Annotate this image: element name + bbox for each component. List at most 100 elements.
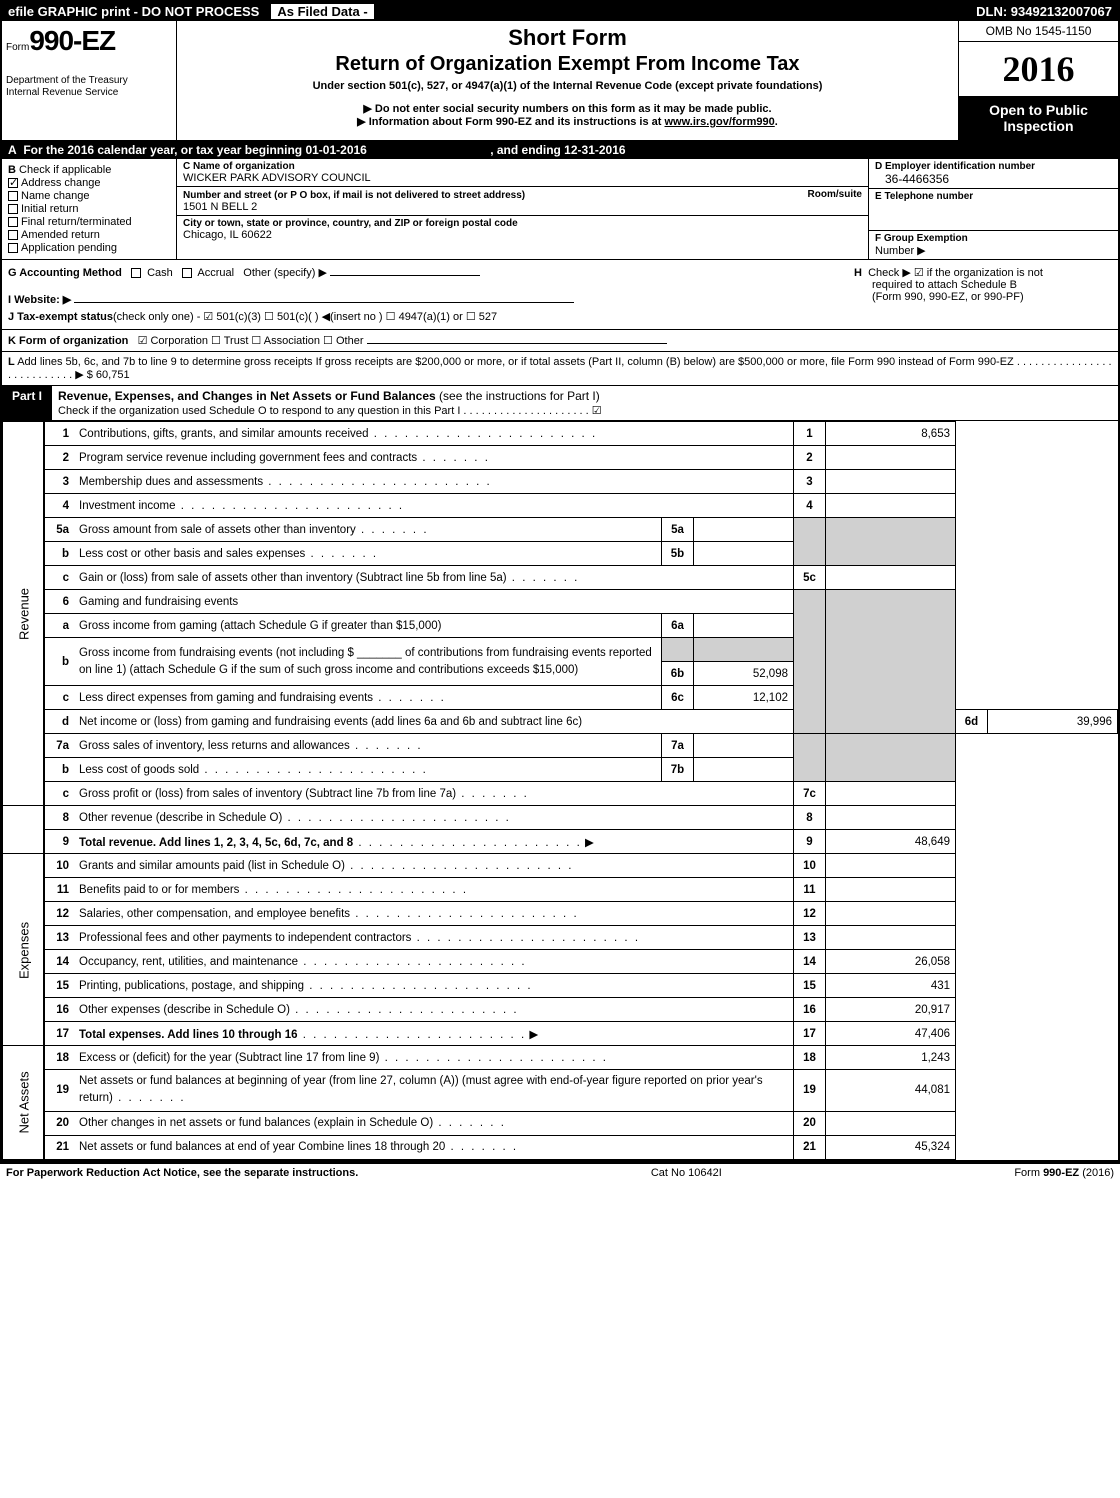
line-6b-value: 52,098 bbox=[694, 662, 794, 686]
line-17: 17 Total expenses. Add lines 10 through … bbox=[3, 1022, 1118, 1046]
ssn-note: ▶ Do not enter social security numbers o… bbox=[185, 102, 950, 115]
short-form-title: Short Form bbox=[185, 25, 950, 51]
line-12: 12 Salaries, other compensation, and emp… bbox=[3, 902, 1118, 926]
line-15: 15 Printing, publications, postage, and … bbox=[3, 974, 1118, 998]
efile-notice: efile GRAPHIC print - DO NOT PROCESS bbox=[2, 2, 265, 21]
checkbox-accrual[interactable] bbox=[182, 268, 192, 278]
checkbox-amended-return[interactable]: Amended return bbox=[8, 229, 170, 241]
under-section: Under section 501(c), 527, or 4947(a)(1)… bbox=[185, 80, 950, 92]
tax-year: 2016 bbox=[959, 42, 1118, 96]
line-2: 2 Program service revenue including gove… bbox=[3, 446, 1118, 470]
line-14-value: 26,058 bbox=[826, 950, 956, 974]
section-h-schedule-b: H Check ▶ ☑ if the organization is not r… bbox=[848, 260, 1118, 329]
line-7c: c Gross profit or (loss) from sales of i… bbox=[3, 782, 1118, 806]
entity-info-block: B Check if applicable Address change Nam… bbox=[2, 159, 1118, 260]
street-address: 1501 N BELL 2 bbox=[183, 201, 862, 213]
org-name-label: C Name of organization bbox=[183, 161, 862, 172]
line-18: Net Assets 18 Excess or (deficit) for th… bbox=[3, 1046, 1118, 1070]
line-19-value: 44,081 bbox=[826, 1070, 956, 1112]
group-exemption-number: Number ▶ bbox=[875, 244, 1112, 257]
checkbox-application-pending[interactable]: Application pending bbox=[8, 242, 170, 254]
dept-treasury: Department of the Treasury bbox=[6, 75, 172, 87]
line-18-value: 1,243 bbox=[826, 1046, 956, 1070]
line-9: 9 Total revenue. Add lines 1, 2, 3, 4, 5… bbox=[3, 830, 1118, 854]
form-number: 990-EZ bbox=[29, 25, 115, 56]
paperwork-notice: For Paperwork Reduction Act Notice, see … bbox=[6, 1167, 358, 1179]
open-to-public: Open to Public Inspection bbox=[959, 96, 1118, 140]
as-filed-label: As Filed Data - bbox=[269, 2, 375, 21]
section-a-calendar-year: A For the 2016 calendar year, or tax yea… bbox=[2, 141, 1118, 159]
line-11: 11 Benefits paid to or for members 11 bbox=[3, 878, 1118, 902]
form-page: efile GRAPHIC print - DO NOT PROCESS As … bbox=[0, 0, 1120, 1162]
city-label: City or town, state or province, country… bbox=[183, 218, 862, 229]
line-1-value: 8,653 bbox=[826, 422, 956, 446]
line-19: 19 Net assets or fund balances at beginn… bbox=[3, 1070, 1118, 1112]
room-suite-label: Room/suite bbox=[808, 189, 862, 200]
ein-value: 36-4466356 bbox=[875, 172, 1112, 186]
line-20: 20 Other changes in net assets or fund b… bbox=[3, 1111, 1118, 1135]
checkbox-cash[interactable] bbox=[131, 268, 141, 278]
line-6: 6 Gaming and fundraising events bbox=[3, 590, 1118, 614]
line-4: 4 Investment income 4 bbox=[3, 494, 1118, 518]
cat-number: Cat No 10642I bbox=[358, 1167, 1014, 1179]
section-gh: G Accounting Method Cash Accrual Other (… bbox=[2, 260, 1118, 330]
irs-label: Internal Revenue Service bbox=[6, 87, 172, 99]
form-prefix: Form bbox=[6, 42, 29, 53]
street-label: Number and street (or P O box, if mail i… bbox=[183, 190, 525, 201]
section-b-checkboxes: B Check if applicable Address change Nam… bbox=[2, 159, 177, 259]
line-21: 21 Net assets or fund balances at end of… bbox=[3, 1135, 1118, 1159]
line-10: Expenses 10 Grants and similar amounts p… bbox=[3, 854, 1118, 878]
header-left: Form990-EZ Department of the Treasury In… bbox=[2, 21, 177, 140]
line-7a: 7a Gross sales of inventory, less return… bbox=[3, 734, 1118, 758]
line-1: Revenue 1 Contributions, gifts, grants, … bbox=[3, 422, 1118, 446]
line-21-value: 45,324 bbox=[826, 1135, 956, 1159]
irs-url[interactable]: www.irs.gov/form990 bbox=[665, 116, 775, 128]
section-def: D Employer identification number 36-4466… bbox=[868, 159, 1118, 259]
line-6c-value: 12,102 bbox=[694, 686, 794, 710]
line-13: 13 Professional fees and other payments … bbox=[3, 926, 1118, 950]
ein-label: D Employer identification number bbox=[875, 161, 1112, 172]
telephone-label: E Telephone number bbox=[875, 191, 1112, 202]
org-name: WICKER PARK ADVISORY COUNCIL bbox=[183, 172, 862, 184]
info-link-note: ▶ Information about Form 990-EZ and its … bbox=[185, 115, 950, 128]
checkbox-final-return[interactable]: Final return/terminated bbox=[8, 216, 170, 228]
revenue-side-label: Revenue bbox=[3, 422, 45, 806]
tax-exempt-label: J Tax-exempt status bbox=[8, 311, 113, 323]
line-16-value: 20,917 bbox=[826, 998, 956, 1022]
checkbox-initial-return[interactable]: Initial return bbox=[8, 203, 170, 215]
checkbox-address-change[interactable]: Address change bbox=[8, 177, 170, 189]
header-right: OMB No 1545-1150 2016 Open to Public Ins… bbox=[958, 21, 1118, 140]
part-1-label: Part I bbox=[2, 386, 52, 420]
main-title: Return of Organization Exempt From Incom… bbox=[185, 53, 950, 76]
section-c-name-address: C Name of organization WICKER PARK ADVIS… bbox=[177, 159, 868, 259]
form-header: Form990-EZ Department of the Treasury In… bbox=[2, 21, 1118, 141]
section-g-accounting: G Accounting Method Cash Accrual Other (… bbox=[2, 260, 848, 329]
line-14: 14 Occupancy, rent, utilities, and maint… bbox=[3, 950, 1118, 974]
line-17-value: 47,406 bbox=[826, 1022, 956, 1046]
line-3: 3 Membership dues and assessments 3 bbox=[3, 470, 1118, 494]
checkbox-name-change[interactable]: Name change bbox=[8, 190, 170, 202]
net-assets-side-label: Net Assets bbox=[3, 1046, 45, 1160]
page-footer: For Paperwork Reduction Act Notice, see … bbox=[0, 1162, 1120, 1182]
form-version: Form 990-EZ (2016) bbox=[1014, 1167, 1114, 1179]
header-center: Short Form Return of Organization Exempt… bbox=[177, 21, 958, 140]
part-1-lines-table: Revenue 1 Contributions, gifts, grants, … bbox=[2, 421, 1118, 1160]
website-label: I Website: ▶ bbox=[8, 294, 71, 306]
group-exemption-label: F Group Exemption bbox=[875, 233, 1112, 244]
city-state-zip: Chicago, IL 60622 bbox=[183, 229, 862, 241]
expenses-side-label: Expenses bbox=[3, 854, 45, 1046]
omb-number: OMB No 1545-1150 bbox=[959, 21, 1118, 42]
line-16: 16 Other expenses (describe in Schedule … bbox=[3, 998, 1118, 1022]
line-6d-value: 39,996 bbox=[988, 710, 1118, 734]
part-1-title: Revenue, Expenses, and Changes in Net As… bbox=[52, 386, 1118, 420]
line-15-value: 431 bbox=[826, 974, 956, 998]
line-9-value: 48,649 bbox=[826, 830, 956, 854]
dln-number: DLN: 93492132007067 bbox=[970, 2, 1118, 21]
part-1-header: Part I Revenue, Expenses, and Changes in… bbox=[2, 386, 1118, 421]
section-k-org-form: K Form of organization ☑ Corporation ☐ T… bbox=[2, 330, 1118, 352]
line-8: 8 Other revenue (describe in Schedule O)… bbox=[3, 806, 1118, 830]
top-bar: efile GRAPHIC print - DO NOT PROCESS As … bbox=[2, 2, 1118, 21]
line-5c: c Gain or (loss) from sale of assets oth… bbox=[3, 566, 1118, 590]
line-5a: 5a Gross amount from sale of assets othe… bbox=[3, 518, 1118, 542]
section-l-gross-receipts: L Add lines 5b, 6c, and 7b to line 9 to … bbox=[2, 352, 1118, 386]
